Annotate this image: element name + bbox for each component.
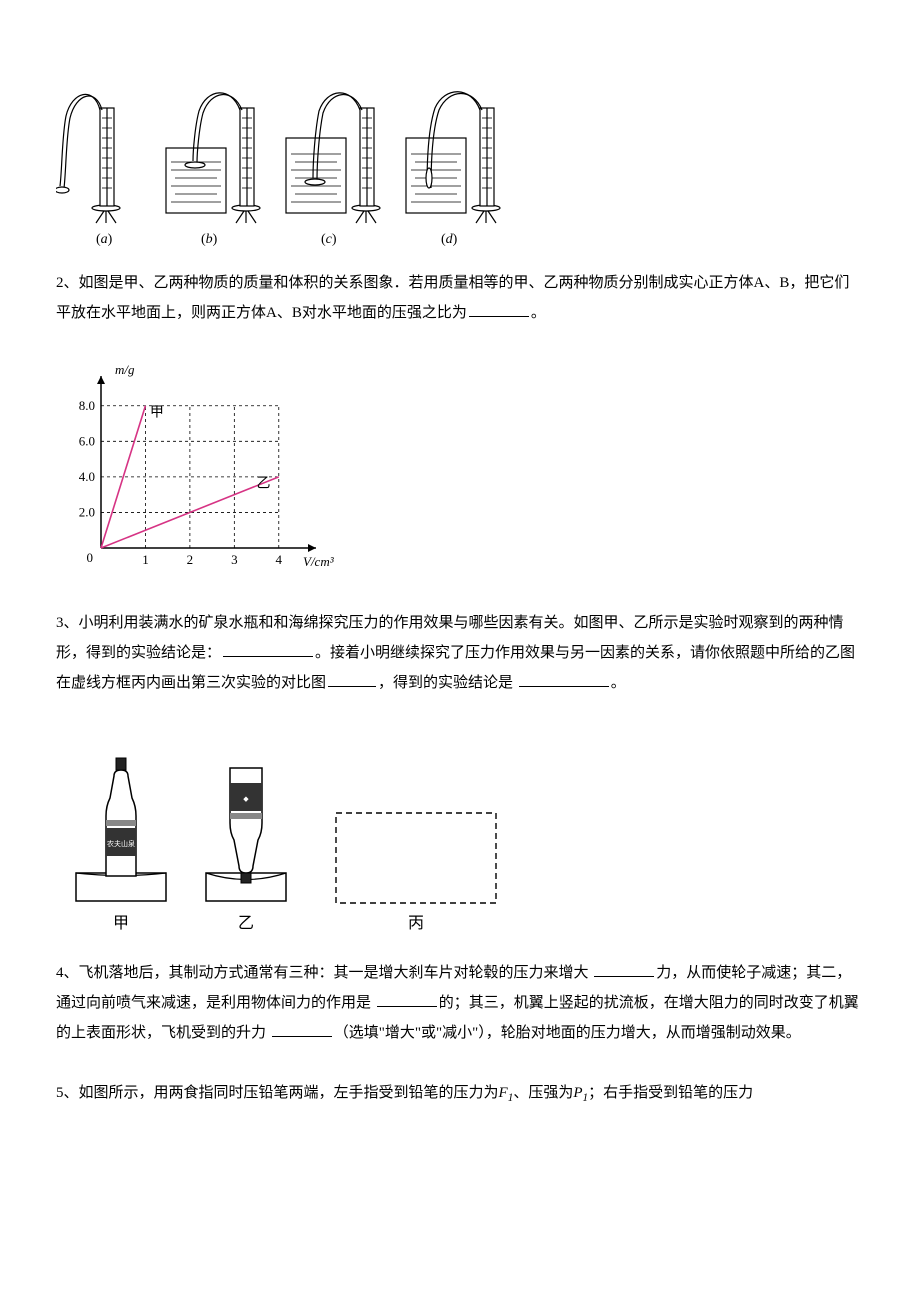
svg-text:3: 3 bbox=[231, 552, 238, 567]
figure-q2-chart: 1 2 3 4 2.0 4.0 6.0 8.0 0 m/g V/cm³ 甲乙 bbox=[56, 358, 864, 588]
q3-blank1[interactable] bbox=[223, 639, 313, 657]
svg-text:4: 4 bbox=[276, 552, 283, 567]
q4-blank2[interactable] bbox=[377, 989, 437, 1007]
apparatus-svg: .lw { stroke:#000; stroke-width:1.2; fil… bbox=[56, 58, 516, 248]
figure-q1-apparatus: .lw { stroke:#000; stroke-width:1.2; fil… bbox=[56, 58, 864, 248]
fig1-label-c: (c) bbox=[321, 232, 337, 247]
fig3-label-jia: 甲 bbox=[113, 915, 129, 932]
q2-text: 2、如图是甲、乙两种物质的质量和体积的关系图象．若用质量相等的甲、乙两种物质分别… bbox=[56, 275, 849, 321]
var-P1: P bbox=[573, 1085, 582, 1101]
bottles-svg: .bs { stroke:#000; stroke-width:1.5; fil… bbox=[56, 728, 516, 938]
q4-blank3[interactable] bbox=[272, 1019, 332, 1037]
svg-text:农夫山泉: 农夫山泉 bbox=[107, 839, 135, 848]
question-2: 2、如图是甲、乙两种物质的质量和体积的关系图象．若用质量相等的甲、乙两种物质分别… bbox=[56, 268, 864, 328]
svg-text:V/cm³: V/cm³ bbox=[303, 554, 335, 569]
fig1-label-d: (d) bbox=[441, 232, 458, 247]
question-4: 4、飞机落地后，其制动方式通常有三种：其一是增大刹车片对轮毂的压力来增大 力，从… bbox=[56, 958, 864, 1048]
svg-text:6.0: 6.0 bbox=[79, 433, 95, 448]
fig3-label-yi: 乙 bbox=[238, 915, 254, 932]
fig3-label-bing: 丙 bbox=[408, 915, 424, 932]
fig1-label-a: (a) bbox=[96, 232, 113, 247]
svg-text:甲: 甲 bbox=[150, 405, 164, 420]
question-5: 5、如图所示，用两食指同时压铅笔两端，左手指受到铅笔的压力为F1、压强为P1；右… bbox=[56, 1078, 864, 1110]
var-F1: F bbox=[499, 1085, 508, 1101]
svg-text:0: 0 bbox=[87, 550, 94, 565]
q3-blank3[interactable] bbox=[519, 669, 609, 687]
svg-text:8.0: 8.0 bbox=[79, 398, 95, 413]
svg-text:m/g: m/g bbox=[115, 362, 135, 377]
q3-t3: ，得到的实验结论是 bbox=[378, 675, 517, 691]
fig1-label-b: (b) bbox=[201, 232, 218, 247]
mass-volume-chart: 1 2 3 4 2.0 4.0 6.0 8.0 0 m/g V/cm³ 甲乙 bbox=[56, 358, 356, 588]
q3-blank2[interactable] bbox=[328, 669, 376, 687]
svg-text:2: 2 bbox=[187, 552, 194, 567]
question-3: 3、小明利用装满水的矿泉水瓶和和海绵探究压力的作用效果与哪些因素有关。如图甲、乙… bbox=[56, 608, 864, 698]
q4-blank1[interactable] bbox=[594, 959, 654, 977]
svg-text:乙: 乙 bbox=[257, 476, 271, 492]
q2-blank[interactable] bbox=[469, 299, 529, 317]
svg-text:2.0: 2.0 bbox=[79, 504, 95, 519]
svg-text:4.0: 4.0 bbox=[79, 469, 95, 484]
svg-text:1: 1 bbox=[142, 552, 149, 567]
figure-q3-bottles: .bs { stroke:#000; stroke-width:1.5; fil… bbox=[56, 728, 864, 938]
svg-text:◆: ◆ bbox=[243, 795, 249, 803]
